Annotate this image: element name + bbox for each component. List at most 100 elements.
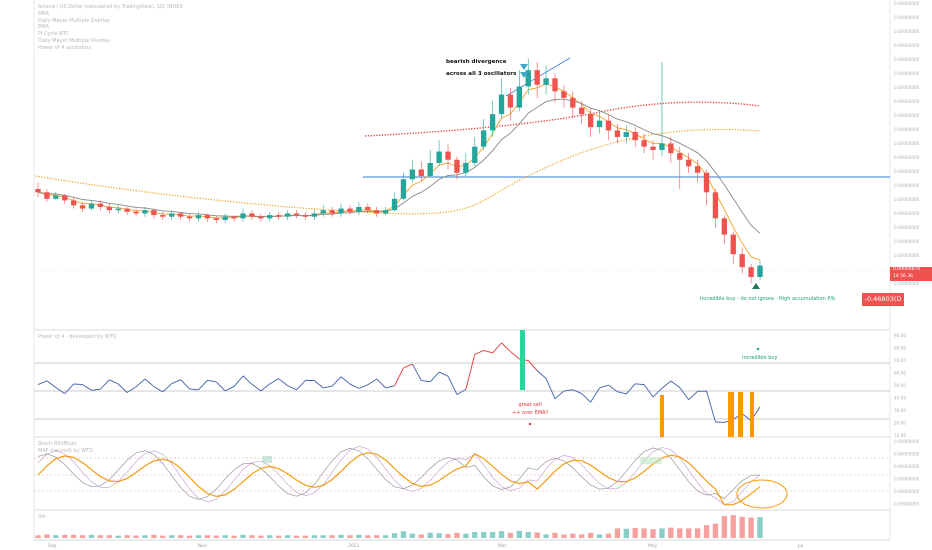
rsi-segment — [688, 390, 698, 401]
candle-body — [561, 91, 567, 98]
price-tick-label: 0.00000000 — [894, 169, 920, 174]
candle-body — [79, 205, 86, 209]
oversold-bar — [738, 392, 743, 437]
rsi-segment — [741, 413, 752, 422]
volume-bar — [35, 535, 41, 538]
rsi-segment — [349, 383, 360, 389]
volume-bar — [623, 528, 629, 538]
legend-ema-2: EMA — [38, 24, 49, 31]
volume-bar — [213, 535, 219, 538]
candle-body — [730, 234, 736, 255]
rsi-segment — [224, 386, 235, 392]
volume-pane-title: Vol — [38, 514, 46, 520]
volume-bar — [596, 534, 603, 538]
volume-bar — [659, 528, 665, 538]
rsi-tick-label: 20.00 — [894, 421, 906, 426]
volume-bar — [694, 528, 701, 538]
volume-bar — [409, 533, 416, 538]
rsi-segment — [670, 380, 681, 388]
candle-body — [605, 120, 612, 131]
rsi-segment — [144, 378, 155, 387]
rsi-segment — [117, 383, 128, 393]
price-tick-label: 0.00000000 — [894, 211, 920, 216]
candle-body — [463, 162, 469, 173]
volume-bar — [712, 523, 719, 538]
rsi-segment — [323, 385, 333, 389]
rsi-segment — [625, 383, 636, 395]
price-tick-label: 0.00000000 — [894, 99, 920, 104]
volume-bar — [347, 535, 353, 538]
candle-body — [195, 215, 202, 219]
sell-dot — [528, 422, 532, 426]
rsi-segment — [715, 421, 725, 423]
rsi-tick-label: 90.00 — [894, 333, 906, 338]
volume-bar — [730, 515, 736, 538]
rsi-segment — [189, 388, 199, 391]
rsi-segment — [126, 386, 137, 393]
rsi-segment — [180, 379, 190, 390]
candle-body — [151, 210, 157, 216]
rsi-segment — [269, 378, 279, 385]
legend-ema: EMA — [38, 10, 49, 17]
candle-body — [338, 208, 344, 214]
candle-body — [249, 213, 255, 217]
rsi-pane — [34, 330, 890, 437]
volume-bar — [106, 535, 112, 538]
rsi-segment — [73, 383, 83, 386]
rsi-tick-label: 10.00 — [894, 433, 906, 438]
rsi-segment — [207, 379, 217, 383]
volume-bar — [418, 534, 424, 538]
candle-body — [489, 114, 496, 131]
volume-bar — [249, 535, 255, 538]
volume-bar — [641, 528, 647, 538]
candle-body — [650, 146, 656, 150]
candle-body — [115, 208, 121, 211]
rsi-segment — [296, 380, 306, 391]
oversold-bar — [728, 392, 734, 437]
candle-body — [62, 195, 68, 201]
rsi-segment — [37, 380, 48, 386]
candle-body — [275, 215, 282, 217]
rsi-segment — [82, 384, 92, 391]
volume-bar — [436, 533, 442, 538]
time-tick-label: Nov — [198, 543, 207, 549]
volume-bar — [472, 532, 478, 538]
rsi-segment — [617, 391, 627, 395]
candle-body — [721, 218, 728, 235]
volume-bar — [284, 535, 291, 538]
candle-body — [320, 210, 326, 214]
candle-body — [552, 78, 558, 92]
ema-fast-line — [37, 83, 761, 261]
price-tick-label: 0.00000000 — [894, 1, 920, 6]
rsi-segment — [465, 354, 476, 390]
rsi-segment — [278, 378, 288, 386]
circle-annotation — [736, 479, 788, 509]
rsi-segment — [109, 379, 119, 385]
candle-body — [481, 130, 487, 147]
volume-bar — [88, 534, 95, 538]
rsi-segment — [545, 378, 556, 399]
stoch-tick-label: 0.00000000 — [894, 439, 920, 444]
candle-body — [436, 151, 442, 163]
candle-body — [570, 97, 576, 108]
legend-symbol: Solana / US Dollar (calculated by Tradin… — [38, 4, 183, 10]
rsi-tick-label: 60.00 — [894, 371, 906, 376]
candle-body — [623, 132, 629, 137]
volume-bar — [70, 534, 77, 538]
candle-body — [329, 210, 335, 214]
time-tick-label: 2021 — [348, 543, 360, 549]
rsi-pane-title: Power of 4 - developed by WTD — [38, 334, 117, 340]
rsi-segment — [572, 389, 582, 395]
rsi-segment — [501, 342, 511, 352]
volume-bar — [543, 534, 549, 538]
rsi-segment — [456, 389, 467, 395]
bearish-divergence-note: bearish divergence across all 3 oscillat… — [446, 59, 517, 77]
candle-body — [472, 146, 478, 163]
incredible-buy-note: Incredible buy - do not ignore - High ac… — [700, 296, 836, 302]
volume-bar — [677, 528, 683, 538]
volume-bar — [186, 535, 193, 538]
overlay-lines — [34, 57, 890, 271]
ema-slow-line — [37, 98, 761, 234]
legend-mayer-1: Daily Mayer Multiple Overlay — [38, 17, 111, 24]
